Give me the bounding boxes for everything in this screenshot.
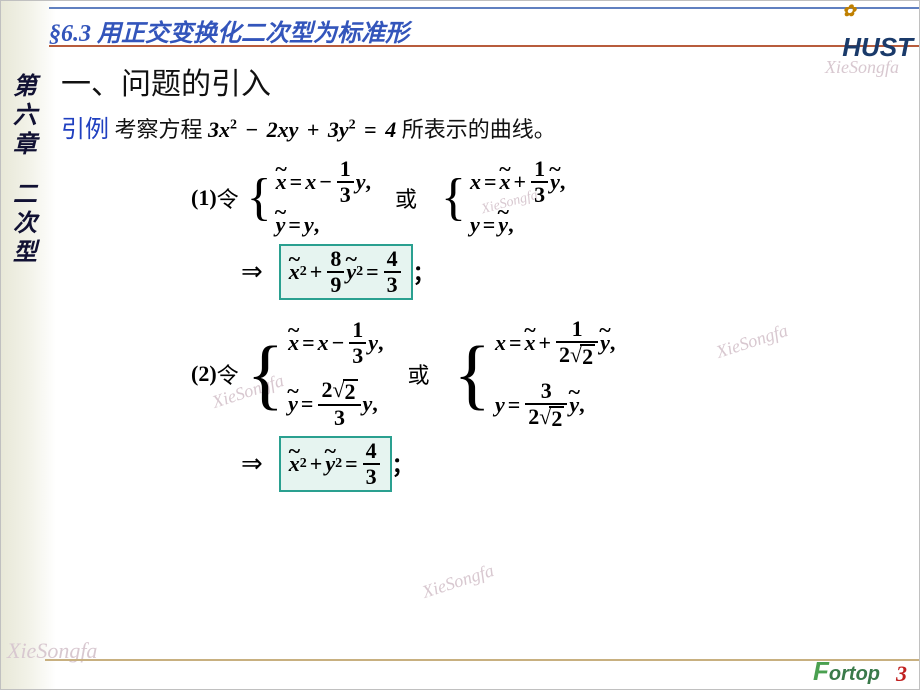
- or: 或: [407, 358, 429, 390]
- chap-char: 章: [11, 131, 39, 160]
- item1-num: (1): [191, 185, 217, 211]
- chapter-label: 第 六 章 二 次 型: [11, 73, 39, 268]
- flower-icon: ✿: [842, 3, 855, 20]
- ling: 令: [217, 358, 239, 390]
- intro-tail: 所表示的曲线。: [396, 117, 556, 142]
- arrow-icon: ⇒: [241, 257, 263, 287]
- or: 或: [395, 182, 417, 214]
- page-number: 3: [896, 661, 907, 687]
- boxed-eq-1: x2+89 y2=43: [279, 244, 413, 300]
- slide: §6.3 用正交变换化二次型为标准形 ✿ HUST 第 六 章 二 次 型 Xi…: [0, 0, 920, 690]
- brand-logo: Fortop: [813, 656, 880, 687]
- sys-2b: { x=x+12√2 y , y=32√2 y ,: [454, 318, 616, 430]
- ling: 令: [217, 182, 239, 214]
- chap-char: 次: [11, 210, 39, 239]
- sys-1a: { x=x−13 y , y=y ,: [247, 158, 371, 238]
- brand-text: ortop: [829, 663, 880, 685]
- arrow-icon: ⇒: [241, 449, 263, 479]
- sys-2a: { x=x−13 y , y=2√23 y ,: [247, 319, 384, 429]
- bottom-rule: [45, 659, 919, 661]
- item2-num: (2): [191, 361, 217, 387]
- result-1: ⇒ x2+89 y2=43 ；: [241, 244, 899, 300]
- item-2: (2) 令 { x=x−13 y , y=2√23 y , 或 { x=x+12…: [191, 318, 899, 430]
- boxed-eq-2: x2+y2=43: [279, 436, 392, 492]
- item-1: (1) 令 { x=x−13 y , y=y , 或 { x=x+13 y , …: [191, 158, 899, 238]
- result-2: ⇒ x2+y2=43 ；: [241, 436, 899, 492]
- heading-1: 一、问题的引入: [61, 59, 899, 103]
- semi: ；: [392, 448, 414, 480]
- section-title: §6.3 用正交变换化二次型为标准形: [49, 13, 409, 48]
- intro-line: 引例 考察方程 3x2 − 2xy + 3y2 = 4 所表示的曲线。: [61, 109, 899, 144]
- watermark: XieSongfa: [420, 560, 497, 603]
- chap-char: 六: [11, 102, 39, 131]
- intro-text: 考察方程: [109, 117, 208, 142]
- intro-label: 引例: [61, 117, 109, 143]
- semi: ；: [413, 256, 435, 288]
- content: 一、问题的引入 引例 考察方程 3x2 − 2xy + 3y2 = 4 所表示的…: [61, 59, 899, 510]
- chap-char: 型: [11, 239, 39, 268]
- top-rule: [49, 7, 919, 9]
- sys-1b: { x=x+13 y , y=y ,: [441, 158, 565, 238]
- header-rule: [49, 45, 919, 47]
- chap-char: 第: [11, 73, 39, 102]
- intro-eq: 3x2 − 2xy + 3y2 = 4: [208, 117, 396, 142]
- univ-logo: ✿ HUST: [842, 1, 913, 63]
- footer: Fortop 3: [813, 656, 907, 687]
- chap-char: 二: [11, 181, 39, 210]
